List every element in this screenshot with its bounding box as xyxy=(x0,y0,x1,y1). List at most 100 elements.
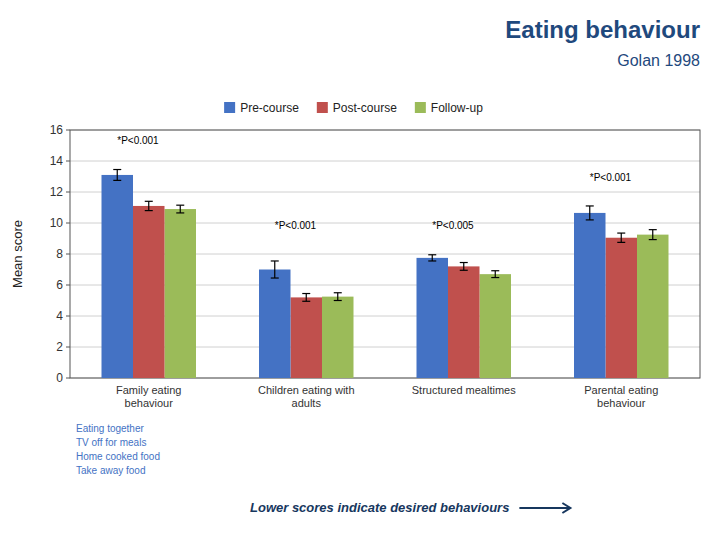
error-bar-cap xyxy=(617,242,625,243)
y-tick xyxy=(66,192,70,193)
y-tick-label: 16 xyxy=(50,123,64,137)
annotation: *P<0.001 xyxy=(117,135,159,146)
legend-item: Post-course xyxy=(317,101,397,115)
y-tick-label: 14 xyxy=(50,154,64,168)
error-bar-cap xyxy=(460,270,468,271)
bar xyxy=(165,209,197,378)
error-bar xyxy=(649,230,657,240)
x-tick-label: Children eating withadults xyxy=(258,384,355,409)
y-axis-label: Mean score xyxy=(10,220,25,288)
x-tick-label-line: behaviour xyxy=(125,397,174,409)
error-bar-cap xyxy=(649,229,657,230)
y-tick-label: 8 xyxy=(56,247,63,261)
error-bar-cap xyxy=(334,292,342,293)
chart: Eating behaviourGolan 19980246810121416M… xyxy=(0,0,720,540)
bar xyxy=(637,235,669,378)
y-tick xyxy=(66,347,70,348)
error-bar-stem xyxy=(589,206,590,220)
error-bar-cap xyxy=(617,232,625,233)
error-bar xyxy=(428,255,436,261)
legend-item: Pre-course xyxy=(224,101,299,115)
error-bar-cap xyxy=(491,277,499,278)
error-bar-cap xyxy=(460,262,468,263)
bar xyxy=(417,258,449,378)
grid-line xyxy=(70,161,700,162)
arrow-shaft xyxy=(519,507,569,509)
x-tick-label-line: behaviour xyxy=(597,397,646,409)
error-bar-cap xyxy=(428,254,436,255)
grid xyxy=(70,130,700,378)
bar xyxy=(291,297,323,378)
error-bar-cap xyxy=(176,205,184,206)
error-bar-cap xyxy=(271,277,279,278)
error-bar-cap xyxy=(145,210,153,211)
error-bar-stem xyxy=(274,261,275,278)
plot-frame xyxy=(70,130,700,378)
error-bar-stem xyxy=(306,294,307,302)
error-bar-stem xyxy=(148,201,149,210)
annotation: *P<0.001 xyxy=(275,220,317,231)
y-tick xyxy=(66,285,70,286)
error-bar xyxy=(586,206,594,220)
error-bar-stem xyxy=(180,205,181,213)
bar xyxy=(102,175,134,378)
error-bar-cap xyxy=(491,270,499,271)
y-tick xyxy=(66,130,70,131)
error-bar-stem xyxy=(495,271,496,278)
legend-label: Follow-up xyxy=(431,101,483,115)
legend-swatch xyxy=(415,102,426,113)
x-tick-label: Family eatingbehaviour xyxy=(116,384,181,409)
error-bar-cap xyxy=(586,219,594,220)
error-bar-stem xyxy=(432,255,433,261)
x-tick-label: Structured mealtimes xyxy=(412,384,516,396)
category-note: Take away food xyxy=(76,465,146,476)
error-bar xyxy=(271,261,279,278)
error-bar xyxy=(491,271,499,278)
error-bar xyxy=(617,233,625,242)
y-tick-label: 2 xyxy=(56,340,63,354)
x-tick-label: Parental eatingbehaviour xyxy=(584,384,658,409)
legend: Pre-course Post-course Follow-up xyxy=(224,101,483,115)
category-note: Eating together xyxy=(76,423,144,434)
x-tick-label-line: Parental eating xyxy=(584,384,658,396)
error-bar xyxy=(176,205,184,213)
y-tick-label: 4 xyxy=(56,309,63,323)
error-bar xyxy=(302,294,310,302)
error-bar-cap xyxy=(113,180,121,181)
grid-line xyxy=(70,192,700,193)
category-note: TV off for meals xyxy=(76,437,146,448)
legend-swatch xyxy=(224,102,235,113)
error-bar-stem xyxy=(337,293,338,301)
error-bar-cap xyxy=(334,300,342,301)
category-note: Home cooked food xyxy=(76,451,160,462)
bars xyxy=(102,170,669,378)
error-bar-cap xyxy=(271,260,279,261)
bar xyxy=(322,297,354,378)
y-tick-label: 10 xyxy=(50,216,64,230)
bar xyxy=(480,274,512,378)
error-bar-cap xyxy=(586,205,594,206)
y-tick-label: 6 xyxy=(56,278,63,292)
error-bar xyxy=(334,293,342,301)
x-tick-label-line: Structured mealtimes xyxy=(412,384,516,396)
bar xyxy=(259,270,291,379)
y-tick xyxy=(66,254,70,255)
error-bar-cap xyxy=(176,212,184,213)
title: Eating behaviour xyxy=(505,16,700,43)
error-bar-cap xyxy=(145,201,153,202)
error-bar-stem xyxy=(652,230,653,240)
error-bar-cap xyxy=(428,260,436,261)
error-bar xyxy=(460,263,468,271)
annotation: *P<0.005 xyxy=(432,220,474,231)
y-tick-label: 12 xyxy=(50,185,64,199)
error-bar-cap xyxy=(302,293,310,294)
bar xyxy=(133,206,165,378)
legend-label: Pre-course xyxy=(240,101,299,115)
error-bar-cap xyxy=(113,169,121,170)
bar xyxy=(606,238,638,378)
background xyxy=(0,0,720,540)
error-bar xyxy=(145,201,153,210)
annotation: *P<0.001 xyxy=(590,172,632,183)
bar xyxy=(448,266,480,378)
y-tick xyxy=(66,316,70,317)
